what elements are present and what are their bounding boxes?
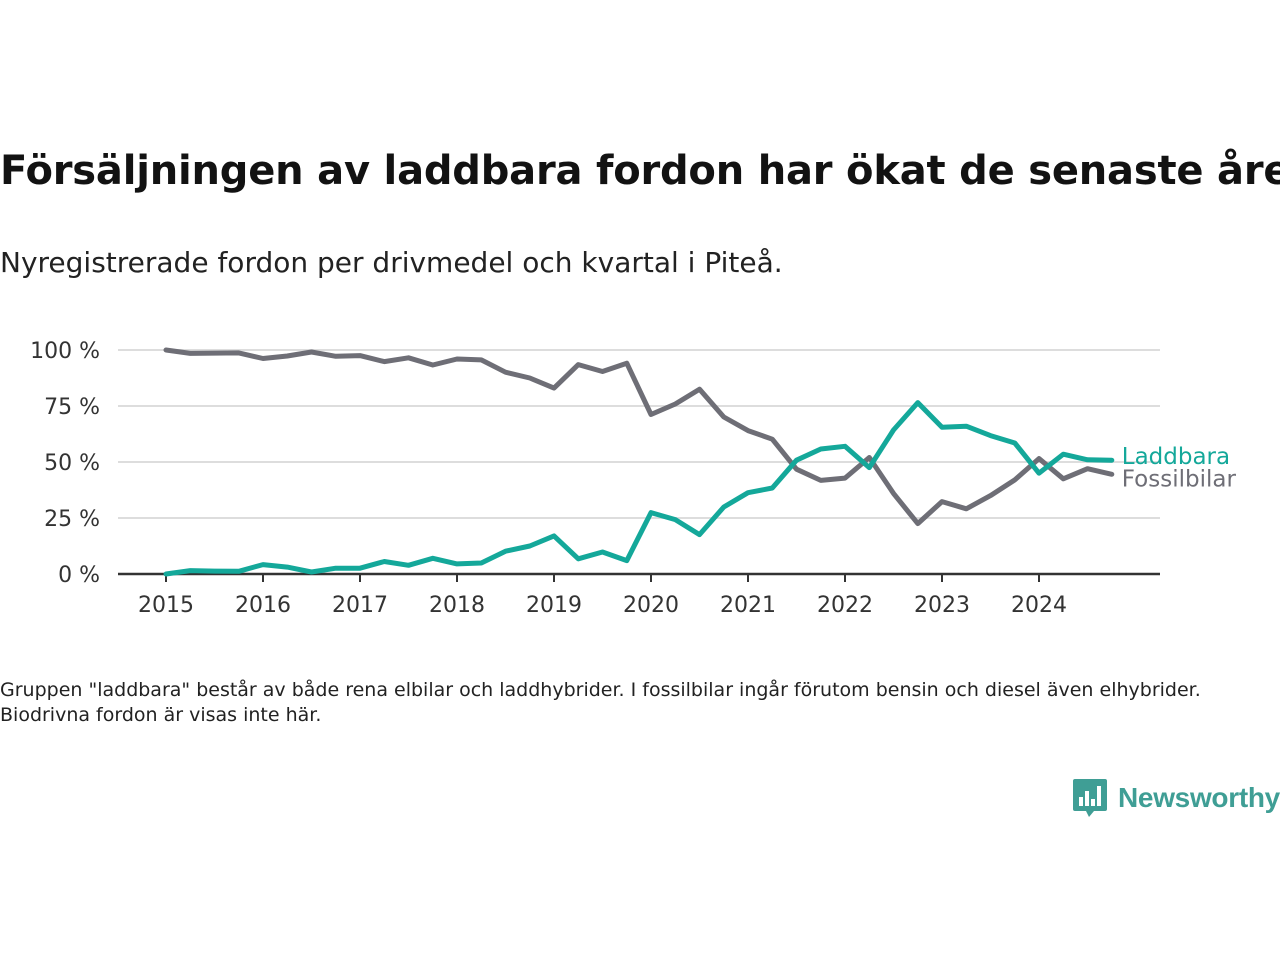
x-tick-label: 2022 xyxy=(817,593,873,618)
y-tick-label: 0 % xyxy=(58,563,100,588)
chart-footnote: Gruppen "laddbara" består av både rena e… xyxy=(0,679,1201,726)
x-tick-label: 2023 xyxy=(914,593,970,618)
x-tick-label: 2020 xyxy=(623,593,679,618)
x-tick-label: 2015 xyxy=(138,593,194,618)
series-label-fossilbilar: Fossilbilar xyxy=(1122,466,1237,492)
x-tick-label: 2021 xyxy=(720,593,776,618)
x-tick-label: 2016 xyxy=(235,593,291,618)
brand-name: Newsworthy xyxy=(1118,782,1280,813)
chart-title: Försäljningen av laddbara fordon har öka… xyxy=(0,148,1280,194)
series-lines xyxy=(163,347,1115,577)
y-tick-label: 25 % xyxy=(44,507,100,532)
gridlines xyxy=(118,349,1160,519)
x-tick-label: 2024 xyxy=(1011,593,1067,618)
series-line-fossilbilar xyxy=(163,347,1115,527)
y-tick-label: 100 % xyxy=(30,339,100,364)
chart-subtitle: Nyregistrerade fordon per drivmedel och … xyxy=(0,246,783,279)
line-chart: 0 % 25 % 50 % 75 % 100 % 2015 2016 2017 2018 2019… xyxy=(30,339,1237,618)
brand-logo[interactable]: Newsworthy xyxy=(1072,776,1280,820)
series-label-laddbara: Laddbara xyxy=(1122,444,1230,470)
x-tick-label: 2017 xyxy=(332,593,388,618)
x-tick-label: 2019 xyxy=(526,593,582,618)
axes: 0 % 25 % 50 % 75 % 100 % 2015 2016 2017 2018 2019… xyxy=(30,339,1160,618)
series-line-laddbara xyxy=(163,400,1115,577)
x-tick-label: 2018 xyxy=(429,593,485,618)
y-tick-label: 75 % xyxy=(44,395,100,420)
bar-chart-icon xyxy=(1073,779,1107,817)
y-tick-label: 50 % xyxy=(44,451,100,476)
